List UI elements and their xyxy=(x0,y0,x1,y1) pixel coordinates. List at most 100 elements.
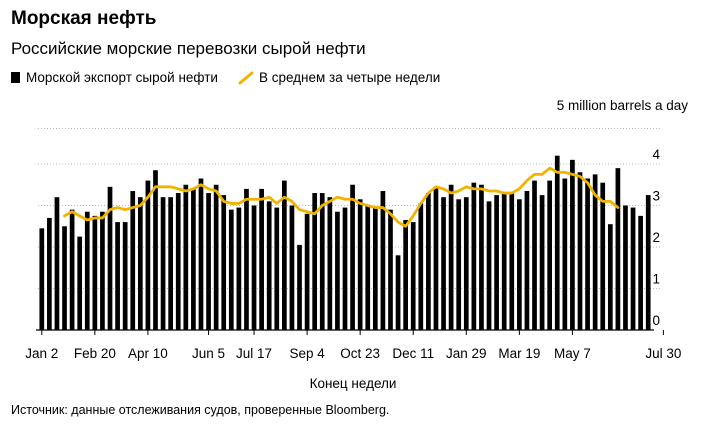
data-bar xyxy=(615,168,621,330)
data-bar xyxy=(137,197,143,330)
data-bar xyxy=(456,199,462,330)
data-bar xyxy=(623,205,628,330)
data-bar xyxy=(479,184,484,330)
data-bar xyxy=(554,155,560,330)
y-tick-label: 2 xyxy=(652,230,660,245)
data-bar xyxy=(380,190,386,330)
data-bar xyxy=(350,184,355,330)
legend: Морской экспорт сырой нефти В среднем за… xyxy=(11,70,440,85)
data-bar xyxy=(426,193,431,330)
data-bar xyxy=(107,186,113,330)
data-bar xyxy=(297,244,302,330)
data-bar xyxy=(160,197,166,330)
x-tick-label: Jul 17 xyxy=(236,346,272,361)
data-bar xyxy=(592,174,598,331)
data-bar xyxy=(395,255,401,330)
data-bar xyxy=(319,193,325,330)
data-bar xyxy=(630,207,636,330)
data-bar xyxy=(486,201,492,330)
x-tick-label: Mar 19 xyxy=(498,346,540,361)
data-bar xyxy=(266,201,272,330)
data-bar xyxy=(84,211,90,330)
x-tick-label: May 7 xyxy=(554,346,591,361)
data-bar xyxy=(547,180,553,330)
data-bar xyxy=(357,199,363,330)
data-bar xyxy=(244,188,249,330)
data-bar xyxy=(47,217,52,330)
data-bar xyxy=(122,222,128,330)
data-bar xyxy=(54,197,60,330)
data-bar xyxy=(213,184,219,330)
data-bar xyxy=(607,224,613,330)
data-bar xyxy=(115,222,120,330)
data-bar xyxy=(191,188,196,330)
data-bar xyxy=(509,193,515,330)
data-bar xyxy=(259,188,264,330)
x-tick-label: Jun 5 xyxy=(192,346,225,361)
data-bar xyxy=(100,211,105,330)
data-bar xyxy=(251,205,257,330)
data-bar xyxy=(289,205,295,330)
data-bar xyxy=(570,159,575,330)
data-bar xyxy=(410,222,416,330)
data-bar xyxy=(77,236,83,331)
data-bar xyxy=(600,182,606,330)
y-tick-label: 3 xyxy=(652,189,660,204)
chart-title: Морская нефть xyxy=(11,8,157,29)
legend-line-label: В среднем за четыре недели xyxy=(258,70,441,85)
data-bar xyxy=(638,215,643,331)
data-bar xyxy=(448,184,454,330)
data-bar xyxy=(62,226,67,330)
data-bar xyxy=(471,182,477,330)
data-bar xyxy=(463,197,469,330)
x-tick-label: Oct 23 xyxy=(340,346,380,361)
data-bar xyxy=(517,199,522,330)
data-bar xyxy=(342,207,348,330)
data-bar xyxy=(198,178,204,330)
x-tick-label: Sep 4 xyxy=(289,346,325,361)
data-bar xyxy=(130,190,136,330)
average-line xyxy=(63,166,620,228)
x-tick-label: Jul 30 xyxy=(645,346,681,361)
data-bar xyxy=(562,178,568,330)
data-bar xyxy=(585,178,590,330)
data-bar xyxy=(145,180,151,330)
source-note: Источник: данные отслеживания судов, про… xyxy=(11,403,390,417)
data-bar xyxy=(365,205,371,330)
data-bar xyxy=(206,193,211,330)
data-bar xyxy=(236,207,242,330)
data-bar xyxy=(372,207,378,330)
x-axis-label: Конец недели xyxy=(309,376,397,391)
data-bar xyxy=(532,180,537,330)
y-tick-label: 0 xyxy=(652,313,660,328)
data-bar xyxy=(282,180,287,330)
data-bar xyxy=(335,211,340,330)
data-bar xyxy=(312,193,318,330)
data-bar xyxy=(327,197,333,330)
data-bar xyxy=(403,220,408,330)
data-bar xyxy=(418,203,424,330)
data-bar xyxy=(274,207,280,330)
x-tick-label: Dec 11 xyxy=(392,346,434,361)
data-bar xyxy=(441,197,446,330)
data-bar xyxy=(168,197,173,330)
data-bar xyxy=(524,190,530,330)
data-bar xyxy=(183,184,189,330)
legend-bar-swatch xyxy=(11,72,20,83)
data-bar xyxy=(69,209,75,330)
data-bar xyxy=(228,209,234,330)
data-bar xyxy=(92,215,98,331)
data-bar xyxy=(501,193,507,330)
data-bar xyxy=(494,195,499,331)
data-bar xyxy=(175,193,181,330)
legend-line-swatch xyxy=(238,71,254,84)
data-bar xyxy=(153,170,158,330)
data-bar xyxy=(577,172,583,330)
chart-subtitle: Российские морские перевозки сырой нефти xyxy=(11,39,366,58)
x-tick-label: Jan 29 xyxy=(446,346,487,361)
y-tick-label: 4 xyxy=(652,147,660,162)
data-bar xyxy=(645,195,651,331)
data-bar xyxy=(539,195,545,331)
data-bar xyxy=(304,213,310,330)
